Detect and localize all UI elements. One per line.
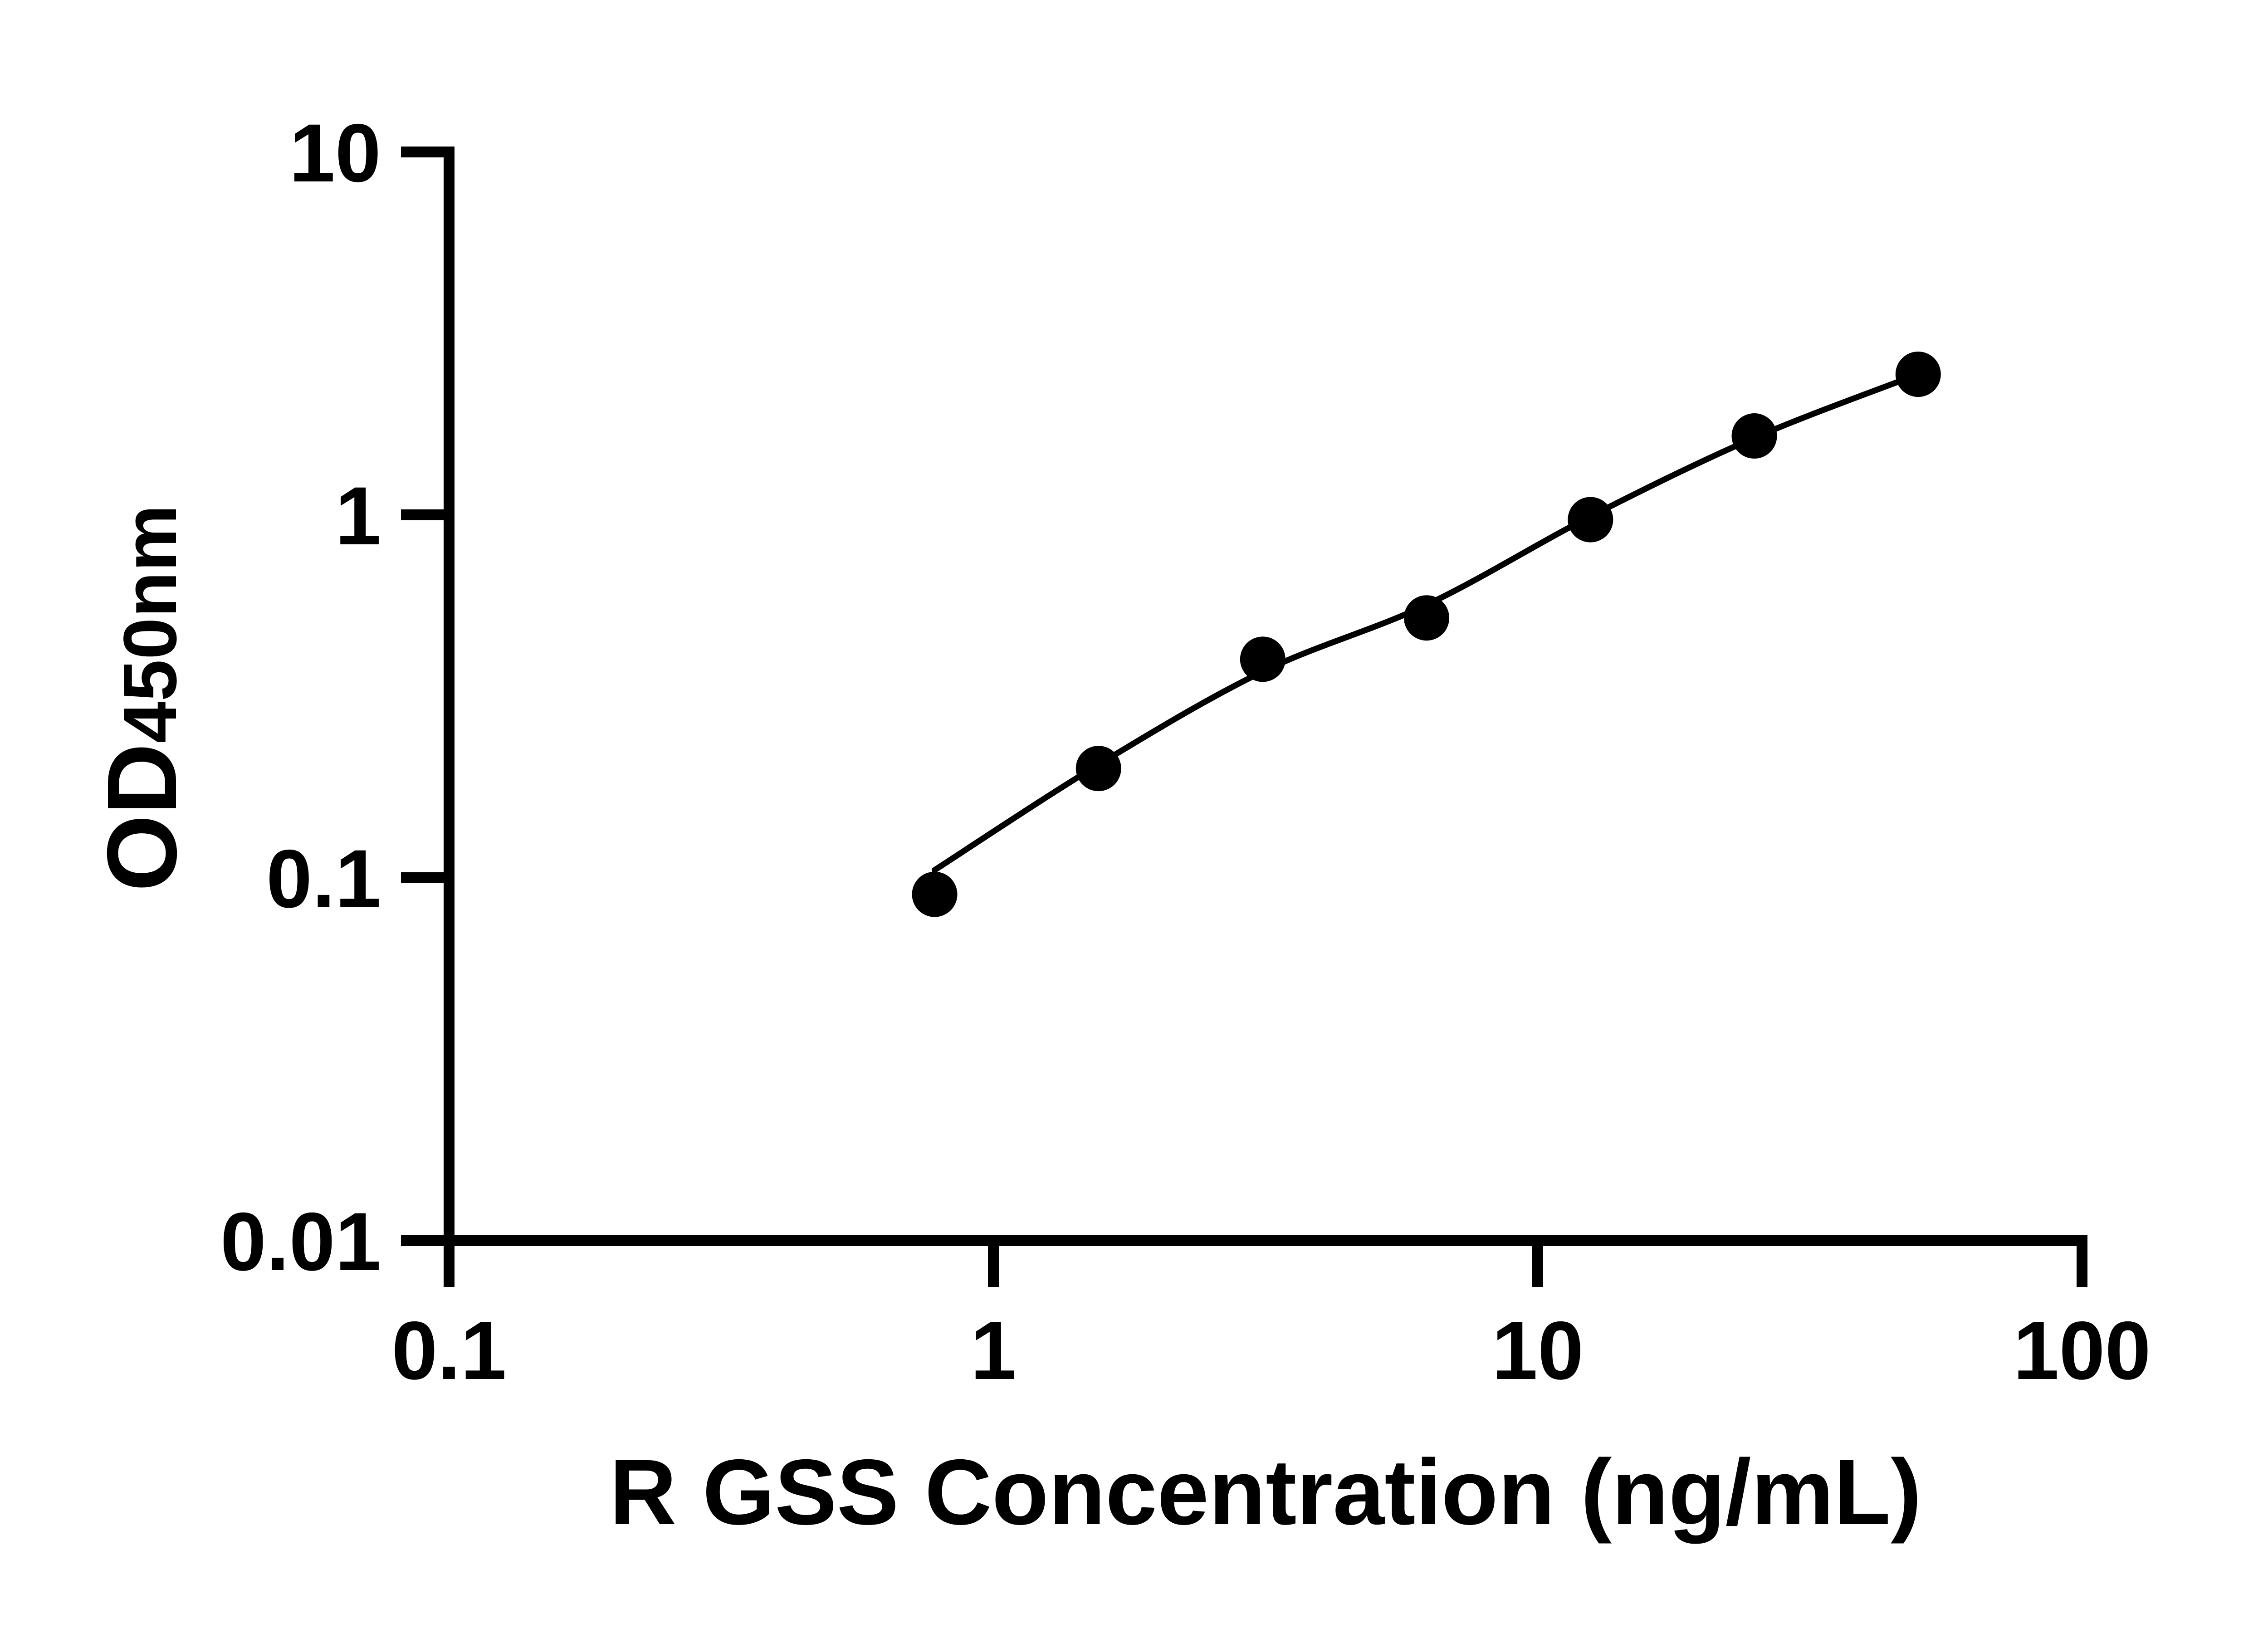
data-point (912, 871, 958, 917)
y-tick-label: 1 (335, 469, 381, 562)
x-tick-label: 100 (2013, 1304, 2151, 1397)
x-tick-label: 1 (970, 1304, 1016, 1397)
data-point (1404, 595, 1450, 641)
data-point (1895, 352, 1941, 397)
x-tick-label: 0.1 (391, 1304, 506, 1397)
y-axis-title-main: OD (87, 743, 197, 891)
data-point (1240, 636, 1286, 682)
y-tick-label: 0.01 (220, 1195, 381, 1288)
y-tick-label: 10 (289, 107, 381, 199)
y-tick-label: 0.1 (266, 832, 381, 925)
y-axis-title-subscript: 450nm (108, 505, 192, 743)
x-axis-title: R GSS Concentration (ng/mL) (610, 1440, 1922, 1544)
x-tick-label: 10 (1492, 1304, 1584, 1397)
data-point (1731, 413, 1777, 459)
data-point (1075, 746, 1121, 792)
y-axis-title: OD450nm (87, 505, 197, 892)
data-point (1568, 497, 1613, 543)
